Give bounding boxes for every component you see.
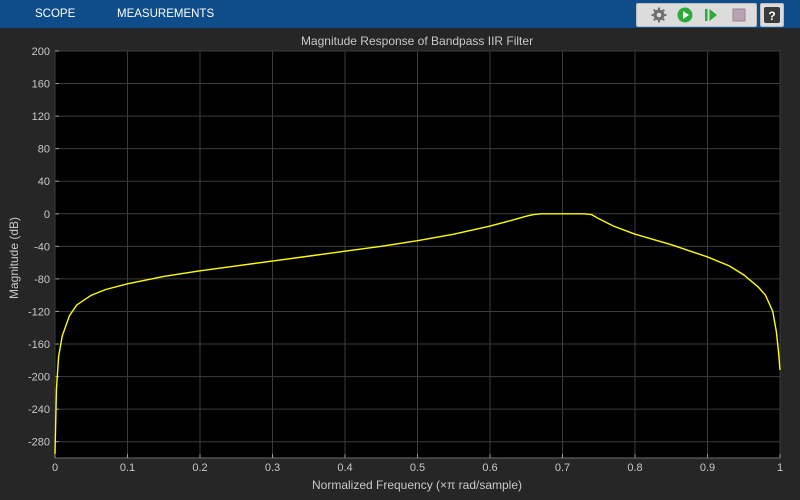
y-tick-label: -240 [28, 404, 50, 416]
y-tick-label: 40 [38, 176, 50, 188]
x-axis-label: Normalized Frequency (×π rad/sample) [312, 478, 522, 492]
help-button[interactable]: ? [760, 3, 784, 27]
run-icon[interactable] [676, 6, 694, 24]
x-tick-labels: 0 0.1 0.2 0.3 0.4 0.5 0.6 0.7 0.8 0.9 1 [52, 462, 783, 474]
y-axis-label: Magnitude (dB) [7, 217, 21, 299]
x-tick-label: 0.6 [482, 462, 497, 474]
y-tick-label: -280 [28, 437, 50, 449]
x-tick-label: 0.4 [337, 462, 352, 474]
x-tick-label: 0.8 [627, 462, 642, 474]
y-tick-label: -120 [28, 306, 50, 318]
tab-scope[interactable]: SCOPE [35, 8, 76, 20]
magnitude-response-line [54, 213, 781, 454]
y-tick-label: -40 [34, 241, 50, 253]
x-tick-label: 0.9 [700, 462, 715, 474]
y-tick-label: -80 [34, 274, 50, 286]
y-tick-label: 160 [32, 79, 50, 91]
stop-icon[interactable] [730, 6, 748, 24]
y-tick-label: 80 [38, 144, 50, 156]
x-tick-label: 0.2 [192, 462, 207, 474]
x-tick-label: 1 [777, 462, 783, 474]
simulation-controls [636, 3, 757, 27]
plot-title: Magnitude Response of Bandpass IIR Filte… [301, 34, 533, 48]
y-tick-label: -160 [28, 339, 50, 351]
y-tick-label: 0 [44, 209, 50, 221]
y-tick-label: 120 [32, 111, 50, 123]
x-tick-label: 0.1 [120, 462, 135, 474]
x-tick-label: 0.7 [555, 462, 570, 474]
x-tick-label: 0 [52, 462, 58, 474]
y-tick-labels: 200 160 120 80 40 0 -40 -80 -120 -160 -200 -240 -280 [28, 46, 50, 449]
scope-plot: Magnitude Response of Bandpass IIR Filte… [0, 28, 800, 500]
x-tick-label: 0.5 [410, 462, 425, 474]
step-forward-icon[interactable] [702, 6, 720, 24]
y-tick-label: -200 [28, 372, 50, 384]
y-tick-label: 200 [32, 46, 50, 58]
settings-icon[interactable] [650, 6, 668, 24]
toolstrip: SCOPE MEASUREMENTS [0, 0, 800, 29]
x-tick-label: 0.3 [265, 462, 280, 474]
grid-lines [54, 50, 781, 458]
help-icon: ? [768, 9, 775, 23]
tab-measurements[interactable]: MEASUREMENTS [117, 8, 215, 20]
